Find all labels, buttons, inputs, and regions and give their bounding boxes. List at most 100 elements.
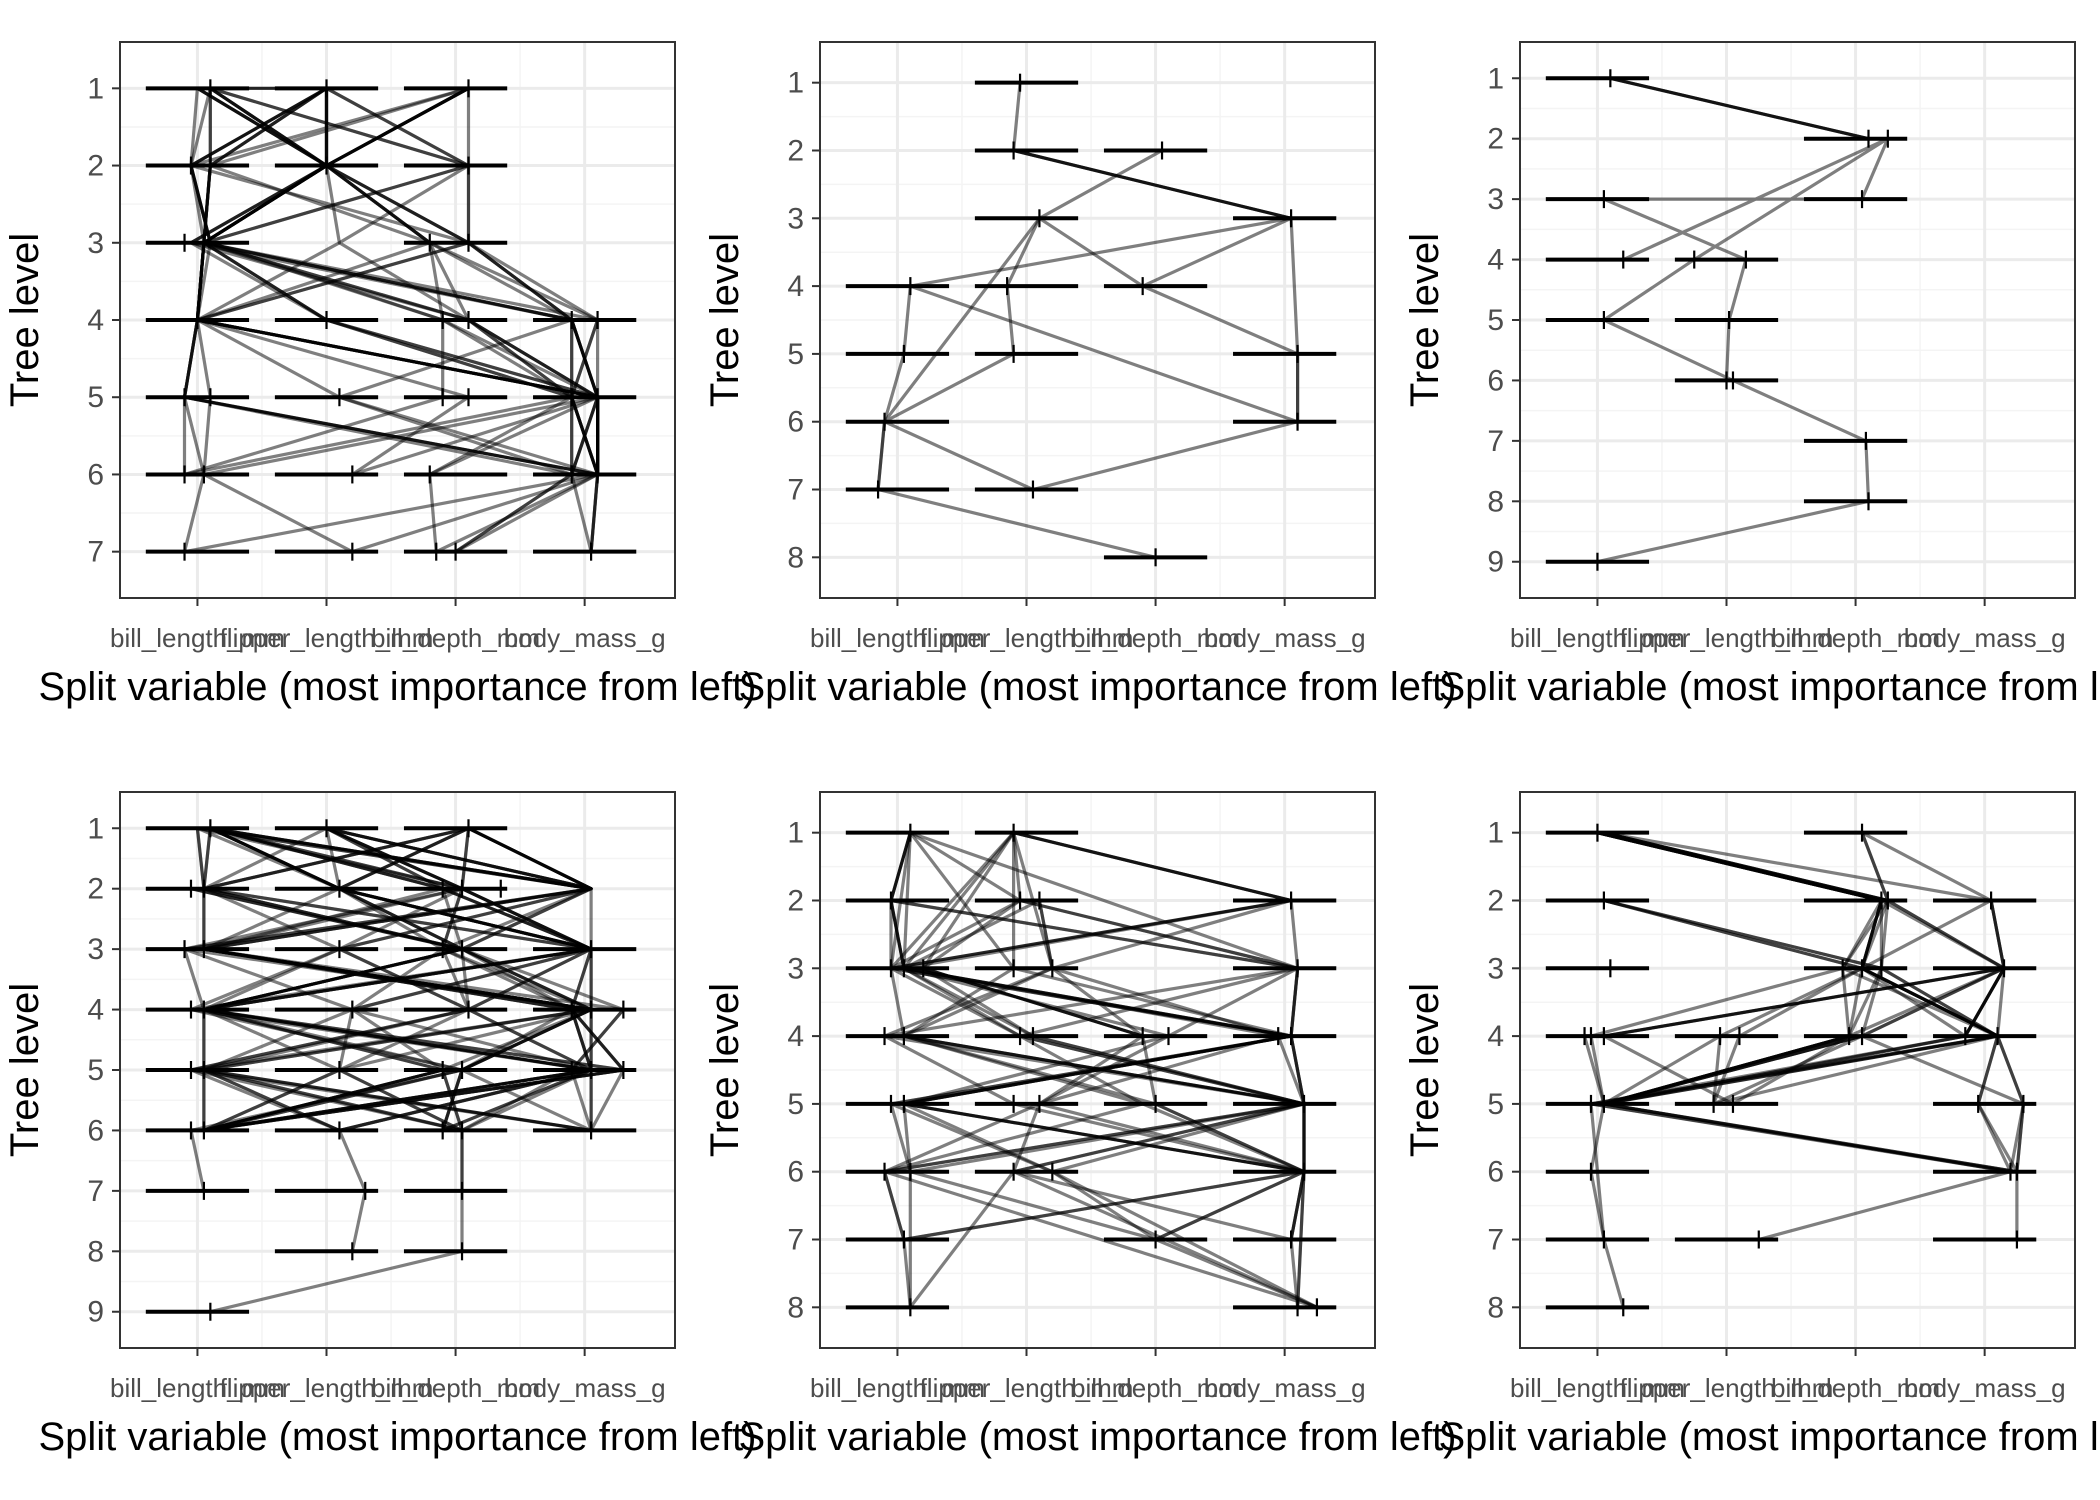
tree-path-overlap [922, 966, 1144, 1038]
tree-path [882, 832, 1318, 1309]
y-tick-label: 6 [1487, 1156, 1504, 1189]
y-tick-label: 5 [787, 338, 804, 371]
tree-path-overlap [184, 395, 598, 477]
tree-path-overlap [903, 1034, 1292, 1106]
y-tick-label: 6 [1487, 364, 1504, 397]
chart-panel-3: 1 2 3 4 5 6 7 8 9 bill_length_mmflipper_length_mm… [1403, 41, 2100, 709]
y-tick-label: 3 [787, 952, 804, 985]
tree-path-overlap [190, 86, 328, 167]
y-axis-title: Tree level [703, 983, 747, 1157]
y-tick-label: 2 [787, 134, 804, 167]
y-tick-label: 3 [787, 202, 804, 235]
y-tick-label: 1 [787, 817, 804, 850]
tree-path-overlap [339, 887, 592, 951]
tree-path-overlap [203, 1007, 592, 1072]
x-tick-label: flipper_length_mm [220, 1373, 434, 1403]
y-axis-title: Tree level [1403, 233, 1447, 407]
y-tick-label: 6 [787, 1156, 804, 1189]
x-tick-label: bill_length_mm [110, 623, 285, 653]
tree-path-overlap [195, 242, 206, 321]
y-tick-label: 3 [1487, 952, 1504, 985]
tree-path-overlap [1609, 76, 1869, 141]
tree-path [202, 826, 593, 1131]
split-marks [183, 79, 599, 561]
y-tick-label: 5 [787, 1088, 804, 1121]
x-axis-title: Split variable (most importance from lef… [1438, 1415, 2100, 1459]
y-tick-label: 2 [87, 873, 104, 906]
tree-path-overlap [190, 887, 463, 951]
tree-path-overlap [1963, 967, 2006, 1037]
y-tick-label: 7 [87, 536, 104, 569]
x-axis-title: Split variable (most importance from lef… [38, 665, 756, 709]
tree-path [882, 900, 1306, 1240]
tree-path-overlap [1013, 148, 1292, 220]
y-tick-label: 2 [1487, 884, 1504, 917]
y-tick-label: 8 [787, 541, 804, 574]
y-tick-label: 2 [1487, 123, 1504, 156]
tree-path-overlap [210, 826, 592, 891]
x-tick-label: flipper_length_mm [920, 1373, 1134, 1403]
y-tick-label: 5 [1487, 1088, 1504, 1121]
y-tick-label: 8 [1487, 485, 1504, 518]
y-tick-label: 4 [787, 1020, 804, 1053]
tree-path-overlap [203, 164, 328, 245]
panel-border [819, 791, 1376, 1349]
y-tick-label: 3 [87, 227, 104, 260]
y-tick-label: 5 [1487, 304, 1504, 337]
y-tick-label: 5 [87, 381, 104, 414]
y-tick-label: 1 [1487, 62, 1504, 95]
y-tick-label: 9 [1487, 546, 1504, 579]
y-axis-title: Tree level [3, 983, 47, 1157]
level-bars [145, 86, 637, 554]
tree-path-overlap [1603, 831, 1889, 903]
series-paths [182, 826, 626, 1314]
tree-path [902, 831, 1171, 1308]
tree-path [1142, 216, 1292, 288]
tree-path [324, 88, 600, 475]
tree-path [189, 87, 600, 476]
x-tick-label: bill_length_mm [1510, 1373, 1685, 1403]
y-axis-title: Tree level [3, 233, 47, 407]
x-tick-label: body_mass_g [1204, 1373, 1366, 1403]
y-axis-title: Tree level [703, 233, 747, 407]
tree-path-overlap [1860, 900, 1883, 969]
x-axis-title: Split variable (most importance from lef… [738, 665, 1456, 709]
y-tick-label: 6 [87, 458, 104, 491]
y-tick-label: 4 [87, 304, 104, 337]
level-bars [845, 80, 1337, 560]
y-tick-label: 8 [1487, 1291, 1504, 1324]
y-tick-label: 4 [87, 994, 104, 1027]
y-tick-label: 7 [1487, 1224, 1504, 1257]
tree-path-overlap [903, 1102, 1305, 1174]
tree-path-overlap [903, 966, 1292, 1038]
chart-panel-1: 1 2 3 4 5 6 7 bill_length_mmflipper_length_mmbi… [3, 41, 757, 709]
x-tick-label: body_mass_g [1904, 1373, 2066, 1403]
x-tick-label: body_mass_g [1204, 623, 1366, 653]
tree-path-overlap [889, 832, 912, 901]
tree-path [1037, 149, 1299, 356]
chart-panel-6: 12345678bill_length_mmflipper_length_mmb… [1403, 791, 2100, 1459]
x-tick-label: body_mass_g [504, 1373, 666, 1403]
x-tick-label: body_mass_g [1904, 623, 2066, 653]
tree-path-overlap [203, 947, 463, 1012]
x-tick-label: bill_length_mm [810, 1373, 985, 1403]
tree-path-overlap [203, 1068, 592, 1133]
y-tick-label: 3 [1487, 183, 1504, 216]
x-tick-label: flipper_length_mm [920, 623, 1134, 653]
chart-panel-5: 12345678bill_length_mmflipper_length_mmb… [703, 791, 1457, 1459]
panel-border [1519, 791, 2076, 1349]
x-tick-label: bill_length_mm [810, 623, 985, 653]
tree-path-overlap [209, 826, 341, 891]
panel-border [819, 41, 1376, 599]
y-tick-label: 6 [787, 406, 804, 439]
tree-path-overlap [1861, 966, 1999, 1038]
x-axis-title: Split variable (most importance from lef… [1438, 665, 2100, 709]
tree-path-overlap [203, 1068, 444, 1132]
y-tick-label: 2 [87, 150, 104, 183]
y-tick-label: 5 [87, 1054, 104, 1087]
tree-path [209, 826, 593, 1132]
tree-path [1012, 832, 1306, 1308]
x-tick-label: bill_depth_mm [371, 1373, 540, 1403]
split-marks [183, 819, 625, 1321]
